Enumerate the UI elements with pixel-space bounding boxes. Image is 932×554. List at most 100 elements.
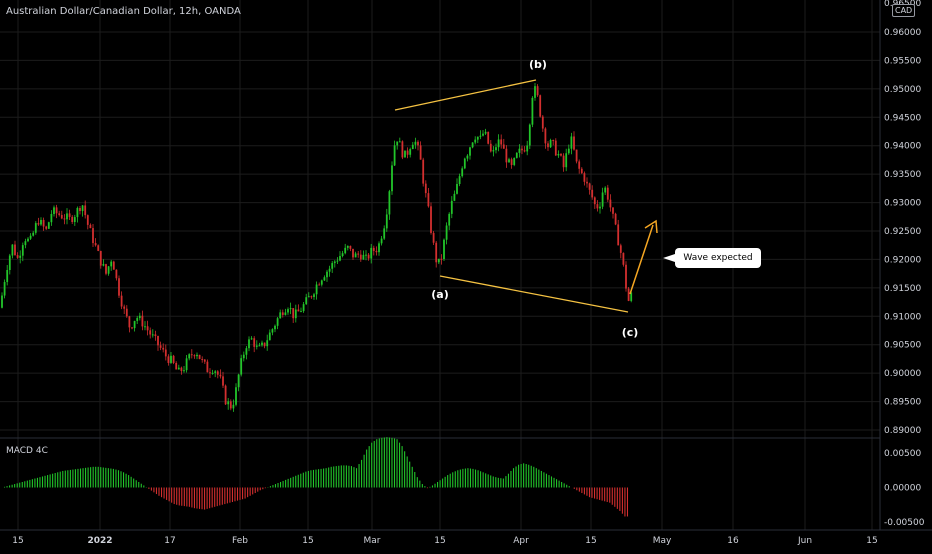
candle-body	[211, 372, 214, 374]
candle-body	[206, 361, 209, 373]
candle-body	[180, 367, 183, 372]
candle-body	[323, 277, 326, 281]
time-tick-label: 15	[585, 536, 596, 546]
candle-body	[528, 124, 531, 146]
candle-body	[383, 228, 386, 239]
price-tick-label: 0.95500	[884, 56, 921, 66]
candle-body	[271, 329, 274, 333]
candle-body	[627, 288, 630, 301]
candle-body	[276, 318, 279, 326]
candle-body	[123, 306, 126, 309]
candle-body	[203, 359, 206, 362]
candle-body	[292, 308, 295, 319]
candle-body	[32, 232, 35, 236]
candle-body	[102, 264, 105, 266]
candle-body	[354, 253, 357, 258]
candle-body	[287, 309, 289, 313]
candle-body	[414, 141, 417, 145]
candle-body	[146, 326, 149, 331]
candle-body	[547, 143, 549, 148]
macd-tick-label: -0.00500	[884, 518, 925, 528]
candle-body	[552, 140, 555, 142]
price-tick-label: 0.92500	[884, 227, 921, 237]
candle-body	[50, 213, 53, 223]
candle-body	[170, 355, 172, 363]
candle-body	[526, 145, 529, 152]
candle-body	[131, 327, 133, 329]
chart-title: Australian Dollar/Canadian Dollar, 12h, …	[6, 6, 241, 17]
candle-body	[411, 144, 414, 150]
price-tick-label: 0.91000	[884, 312, 921, 322]
candle-body	[614, 213, 617, 225]
candle-body	[222, 376, 224, 386]
candle-body	[302, 304, 305, 312]
candle-body	[617, 224, 620, 246]
candle-body	[430, 206, 432, 233]
candle-body	[253, 338, 256, 347]
candle-body	[115, 269, 118, 279]
candle-body	[177, 367, 180, 370]
candle-body	[401, 141, 404, 158]
candle-body	[404, 150, 406, 158]
price-tick-label: 0.93000	[884, 199, 921, 209]
upper-trendline	[394, 79, 537, 111]
time-tick-label: 15	[434, 536, 445, 546]
candle-body	[562, 155, 565, 168]
candle-body	[513, 157, 516, 165]
candle-body	[305, 297, 308, 305]
candle-body	[349, 245, 352, 249]
candle-body	[619, 245, 622, 253]
candle-body	[476, 136, 479, 140]
candle-body	[40, 219, 42, 225]
candle-body	[8, 255, 11, 270]
candle-body	[268, 332, 271, 341]
candle-body	[136, 318, 139, 321]
candle-body	[328, 268, 331, 272]
time-tick-label: Jun	[797, 536, 812, 546]
wave-label-b: (b)	[529, 58, 547, 71]
candle-body	[81, 205, 84, 212]
candle-body	[333, 261, 336, 264]
candle-body	[151, 334, 154, 336]
candle-body	[261, 342, 263, 346]
candle-body	[515, 152, 518, 158]
candle-body	[284, 312, 287, 315]
wave-label-a: (a)	[431, 288, 448, 301]
candle-body	[469, 147, 471, 156]
candle-body	[310, 296, 313, 298]
candle-body	[346, 245, 349, 248]
candle-body	[248, 339, 250, 349]
candle-body	[110, 261, 113, 267]
candle-body	[219, 374, 222, 377]
candle-body	[474, 139, 477, 143]
candle-body	[120, 295, 123, 307]
candle-body	[79, 207, 81, 212]
candle-body	[341, 253, 344, 257]
candle-body	[58, 213, 61, 216]
macd-tick-label: 0.00000	[884, 484, 921, 494]
candle-body	[419, 145, 422, 160]
candle-body	[125, 308, 128, 317]
candle-body	[505, 148, 508, 163]
price-tick-label: 0.94000	[884, 142, 921, 152]
candle-body	[84, 205, 87, 216]
candles	[1, 83, 633, 412]
candle-body	[307, 296, 310, 298]
candle-body	[586, 181, 588, 184]
candle-body	[279, 312, 282, 319]
candle-body	[214, 371, 217, 373]
candle-body	[99, 250, 102, 266]
candle-body	[479, 135, 482, 137]
candle-body	[320, 280, 323, 285]
time-tick-label: Feb	[232, 536, 248, 546]
candle-body	[144, 326, 146, 328]
candle-body	[209, 372, 211, 374]
candle-body	[68, 213, 71, 217]
candle-body	[3, 282, 6, 296]
candle-body	[89, 224, 92, 229]
candle-body	[388, 191, 391, 215]
candle-body	[453, 193, 456, 201]
candle-body	[237, 374, 240, 388]
